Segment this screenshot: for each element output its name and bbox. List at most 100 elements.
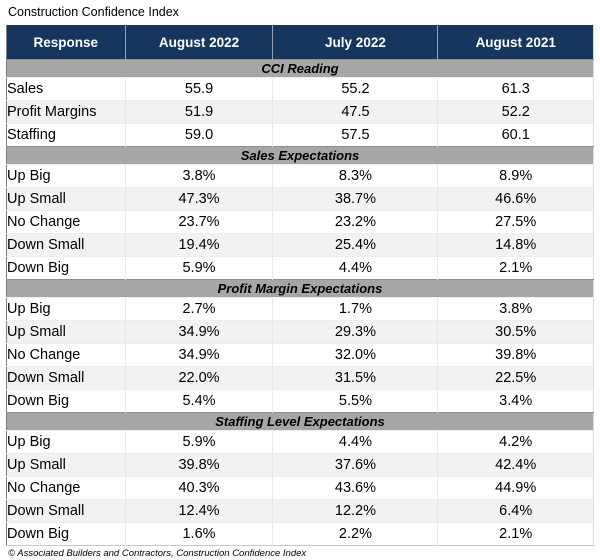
page-title: Construction Confidence Index	[8, 5, 179, 19]
value-cell: 59.0	[125, 123, 274, 147]
table-row: Up Small 34.9% 29.3% 30.5%	[6, 320, 594, 344]
value-cell: 2.1%	[437, 256, 594, 280]
row-label-cell: Staffing	[6, 123, 126, 147]
value-cell: 4.4%	[272, 430, 439, 454]
value-cell: 37.6%	[272, 453, 439, 477]
table-row: Up Small 47.3% 38.7% 46.6%	[6, 187, 594, 211]
table-row: Up Big 3.8% 8.3% 8.9%	[6, 164, 594, 188]
row-label-cell: Up Small	[6, 453, 126, 477]
value-cell: 25.4%	[272, 233, 439, 257]
value-cell: 34.9%	[125, 343, 274, 367]
table-row: Down Small 12.4% 12.2% 6.4%	[6, 499, 594, 523]
row-label-cell: Profit Margins	[6, 100, 126, 124]
section-header: Profit Margin Expectations	[6, 279, 594, 298]
cci-table: Response August 2022 July 2022 August 20…	[6, 25, 594, 546]
value-cell: 19.4%	[125, 233, 274, 257]
value-cell: 12.4%	[125, 499, 274, 523]
row-label-cell: No Change	[6, 476, 126, 500]
value-cell: 40.3%	[125, 476, 274, 500]
column-header-response: Response	[6, 25, 126, 60]
value-cell: 61.3	[437, 77, 594, 101]
section-header-row: CCI Reading	[6, 59, 594, 78]
row-label-cell: Down Small	[6, 366, 126, 390]
column-header-august-2022: August 2022	[125, 25, 274, 60]
value-cell: 2.2%	[272, 522, 439, 546]
table-row: Profit Margins 51.9 47.5 52.2	[6, 100, 594, 124]
value-cell: 23.2%	[272, 210, 439, 234]
row-label-cell: Up Big	[6, 297, 126, 321]
value-cell: 55.9	[125, 77, 274, 101]
value-cell: 14.8%	[437, 233, 594, 257]
row-label-cell: Down Big	[6, 389, 126, 413]
value-cell: 4.2%	[437, 430, 594, 454]
value-cell: 60.1	[437, 123, 594, 147]
table-row: No Change 40.3% 43.6% 44.9%	[6, 476, 594, 500]
table-row: Down Big 5.4% 5.5% 3.4%	[6, 389, 594, 413]
table-row: Up Big 2.7% 1.7% 3.8%	[6, 297, 594, 321]
section-header-row: Staffing Level Expectations	[6, 412, 594, 431]
value-cell: 2.1%	[437, 522, 594, 546]
value-cell: 38.7%	[272, 187, 439, 211]
section-header: CCI Reading	[6, 59, 594, 78]
value-cell: 22.0%	[125, 366, 274, 390]
row-label-cell: No Change	[6, 210, 126, 234]
row-label-cell: Down Small	[6, 499, 126, 523]
table-row: Down Small 19.4% 25.4% 14.8%	[6, 233, 594, 257]
value-cell: 32.0%	[272, 343, 439, 367]
value-cell: 5.9%	[125, 430, 274, 454]
value-cell: 5.5%	[272, 389, 439, 413]
value-cell: 55.2	[272, 77, 439, 101]
table-row: No Change 34.9% 32.0% 39.8%	[6, 343, 594, 367]
value-cell: 52.2	[437, 100, 594, 124]
value-cell: 43.6%	[272, 476, 439, 500]
source-attribution: © Associated Builders and Contractors, C…	[8, 548, 307, 559]
value-cell: 29.3%	[272, 320, 439, 344]
value-cell: 34.9%	[125, 320, 274, 344]
table-row: No Change 23.7% 23.2% 27.5%	[6, 210, 594, 234]
table-row: Down Big 1.6% 2.2% 2.1%	[6, 522, 594, 546]
value-cell: 8.3%	[272, 164, 439, 188]
value-cell: 31.5%	[272, 366, 439, 390]
table-row: Sales 55.9 55.2 61.3	[6, 77, 594, 101]
value-cell: 46.6%	[437, 187, 594, 211]
row-label-cell: Down Big	[6, 522, 126, 546]
section-header-row: Sales Expectations	[6, 146, 594, 165]
value-cell: 47.3%	[125, 187, 274, 211]
value-cell: 1.6%	[125, 522, 274, 546]
row-label-cell: Sales	[6, 77, 126, 101]
value-cell: 1.7%	[272, 297, 439, 321]
row-label-cell: Up Big	[6, 430, 126, 454]
column-header-august-2021: August 2021	[437, 25, 594, 60]
row-label-cell: Up Small	[6, 187, 126, 211]
section-header: Sales Expectations	[6, 146, 594, 165]
row-label-cell: Down Small	[6, 233, 126, 257]
value-cell: 6.4%	[437, 499, 594, 523]
value-cell: 51.9	[125, 100, 274, 124]
value-cell: 12.2%	[272, 499, 439, 523]
table-row: Up Big 5.9% 4.4% 4.2%	[6, 430, 594, 454]
value-cell: 42.4%	[437, 453, 594, 477]
value-cell: 39.8%	[437, 343, 594, 367]
value-cell: 3.8%	[437, 297, 594, 321]
value-cell: 47.5	[272, 100, 439, 124]
value-cell: 5.9%	[125, 256, 274, 280]
value-cell: 8.9%	[437, 164, 594, 188]
value-cell: 5.4%	[125, 389, 274, 413]
section-header: Staffing Level Expectations	[6, 412, 594, 431]
value-cell: 30.5%	[437, 320, 594, 344]
value-cell: 57.5	[272, 123, 439, 147]
value-cell: 4.4%	[272, 256, 439, 280]
row-label-cell: Down Big	[6, 256, 126, 280]
row-label-cell: No Change	[6, 343, 126, 367]
table-row: Up Small 39.8% 37.6% 42.4%	[6, 453, 594, 477]
table-row: Down Small 22.0% 31.5% 22.5%	[6, 366, 594, 390]
value-cell: 23.7%	[125, 210, 274, 234]
column-header-july-2022: July 2022	[272, 25, 439, 60]
row-label-cell: Up Small	[6, 320, 126, 344]
column-header-row: Response August 2022 July 2022 August 20…	[6, 25, 594, 60]
value-cell: 2.7%	[125, 297, 274, 321]
value-cell: 39.8%	[125, 453, 274, 477]
value-cell: 3.8%	[125, 164, 274, 188]
value-cell: 44.9%	[437, 476, 594, 500]
